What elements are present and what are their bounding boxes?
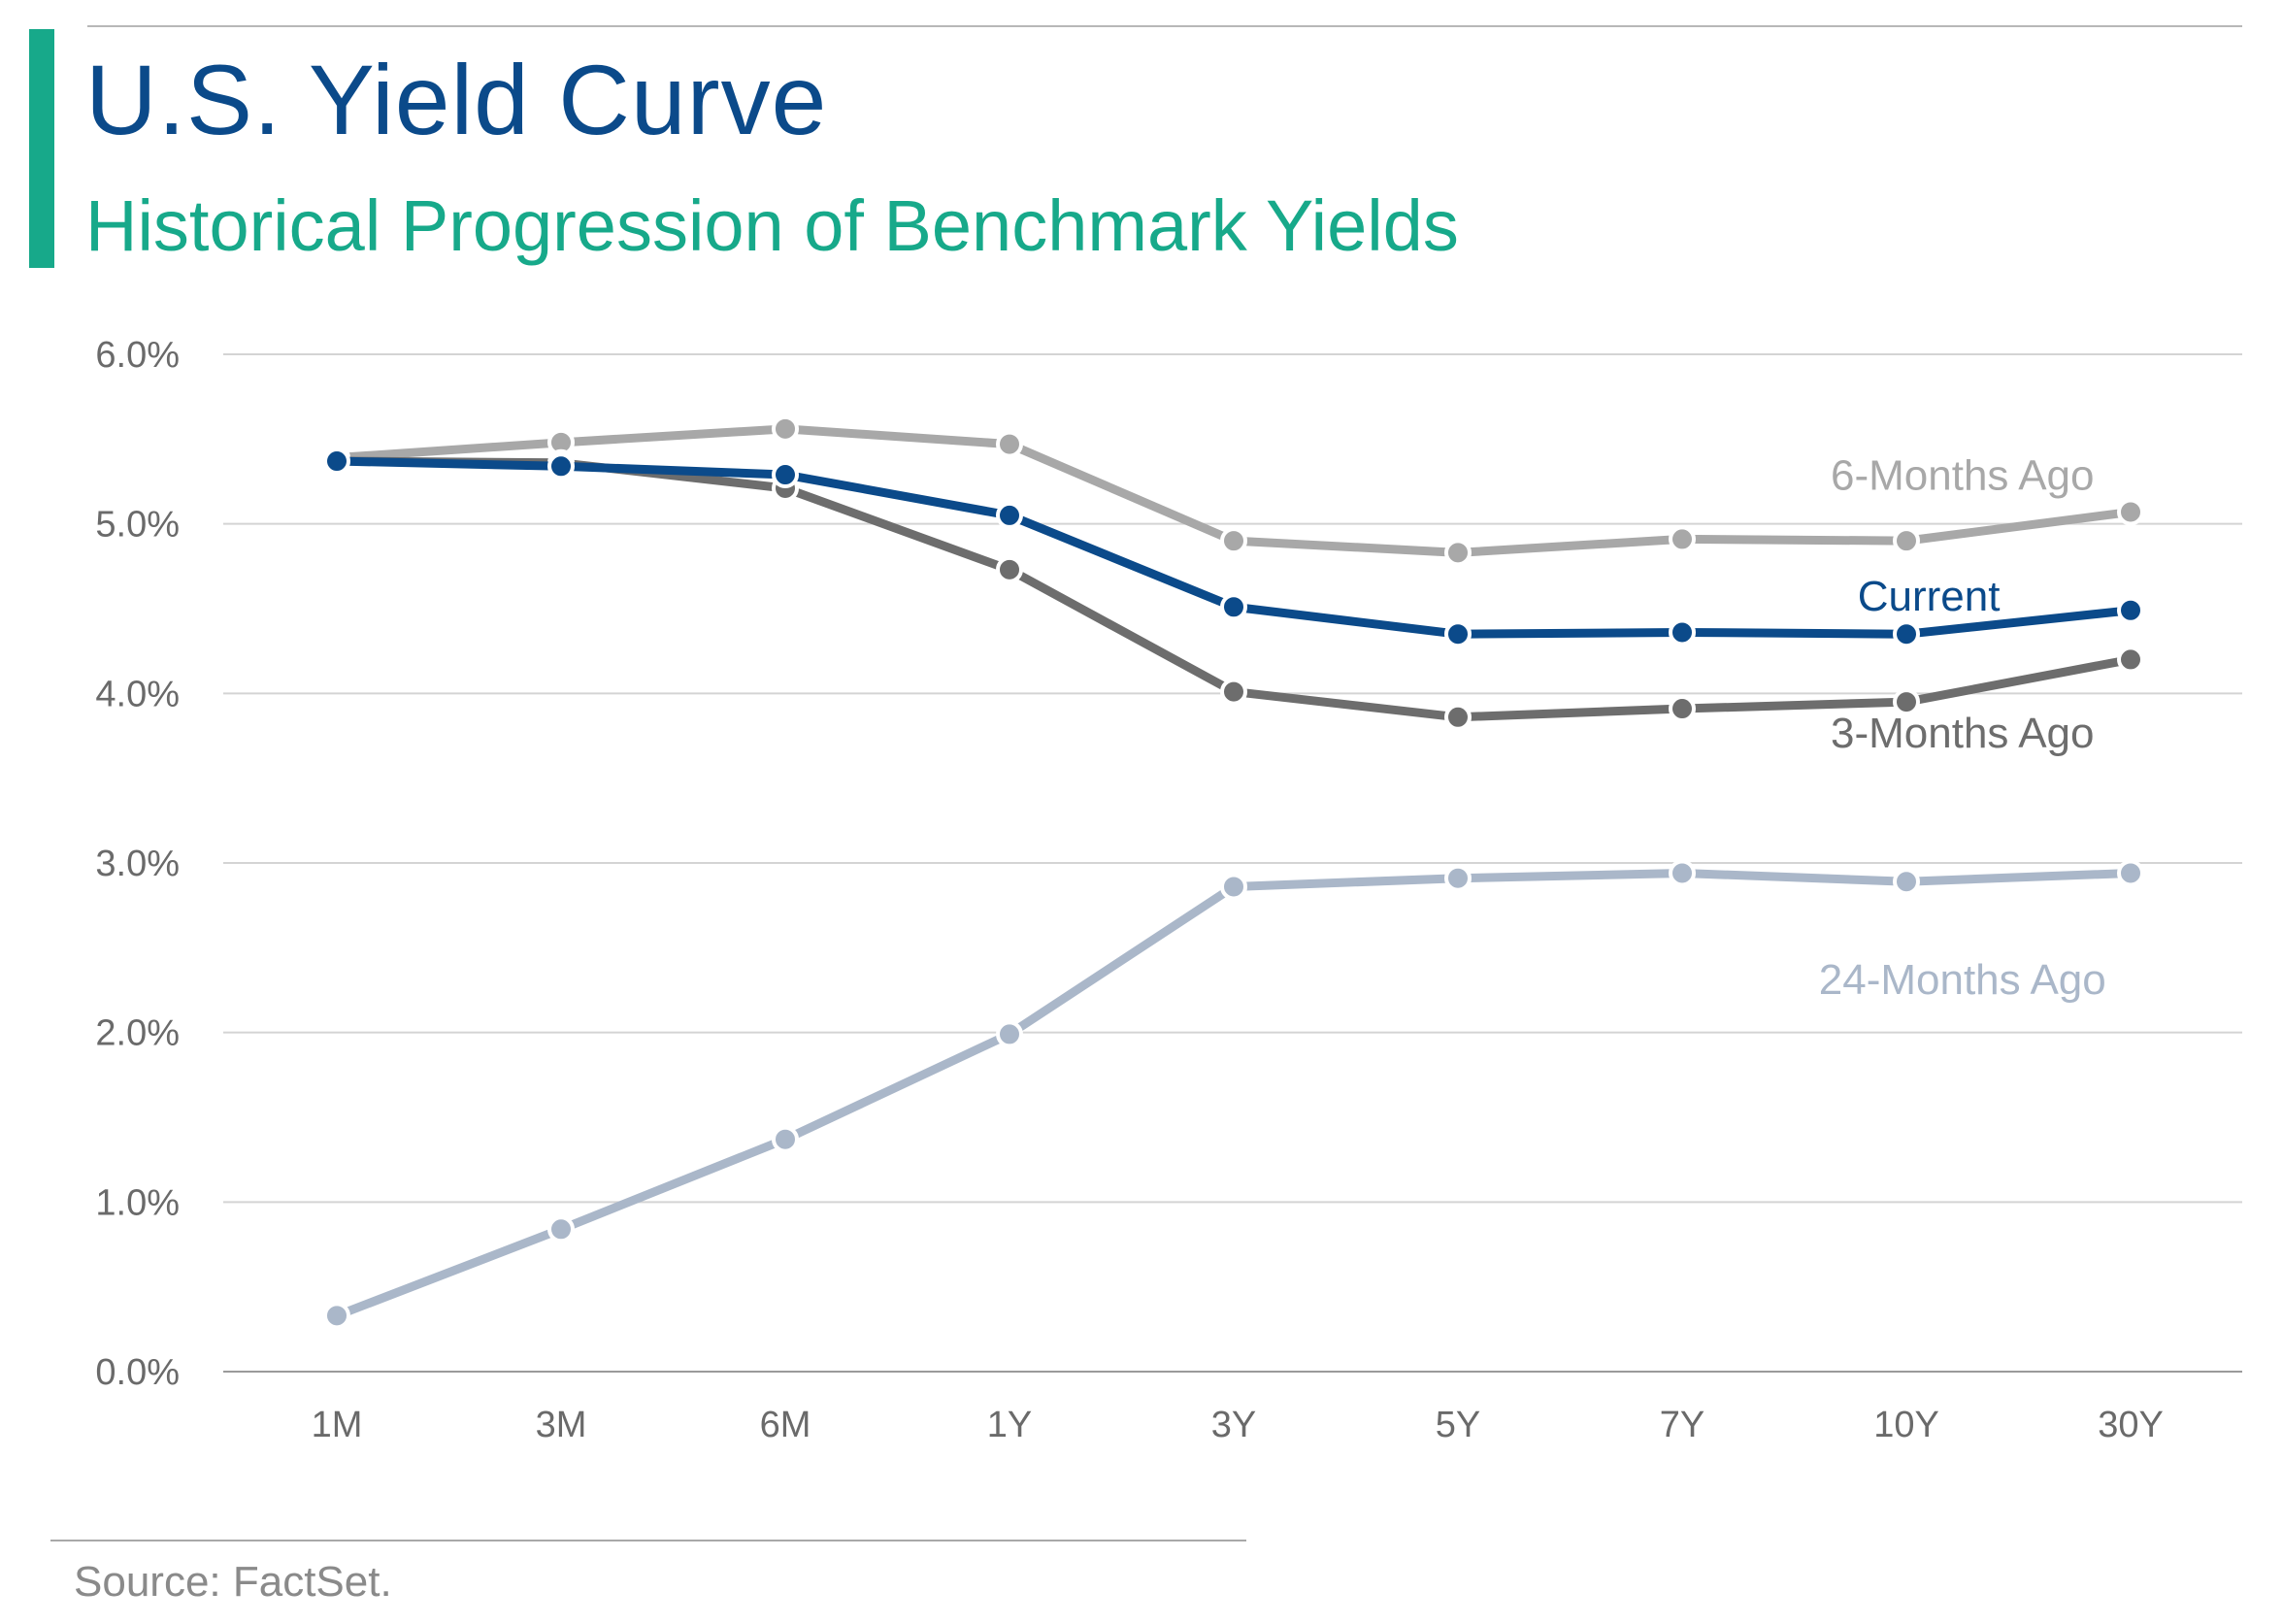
series-label: Current — [1858, 573, 2001, 620]
data-point — [772, 414, 799, 443]
data-point — [772, 461, 799, 489]
data-point — [547, 452, 575, 481]
data-point — [547, 1215, 575, 1243]
x-tick-label: 6M — [760, 1405, 811, 1445]
x-tick-label: 10Y — [1873, 1405, 1939, 1445]
x-tick-label: 3Y — [1211, 1405, 1256, 1445]
x-tick-label: 7Y — [1660, 1405, 1704, 1445]
data-point — [2117, 646, 2144, 674]
series-group — [323, 859, 2144, 1330]
x-tick-label: 5Y — [1436, 1405, 1480, 1445]
data-point — [996, 501, 1023, 529]
y-tick-label: 5.0% — [95, 505, 180, 546]
data-point — [323, 447, 350, 476]
data-point — [2117, 498, 2144, 526]
x-tick-label: 1M — [312, 1405, 363, 1445]
chart-title: U.S. Yield Curve — [85, 45, 828, 155]
series-group — [323, 447, 2144, 648]
data-point — [1444, 620, 1472, 648]
x-tick-label: 3M — [536, 1405, 587, 1445]
source-rule — [50, 1540, 1246, 1541]
data-point — [1893, 688, 1920, 716]
y-axis-tick-labels: 0.0% 1.0% 2.0% 3.0% 4.0% 5.0% 6.0% — [95, 335, 180, 1393]
top-rule — [87, 25, 2242, 27]
x-axis-tick-labels: 1M 3M 6M 1Y 3Y 5Y 7Y 10Y 30Y — [312, 1405, 2164, 1445]
data-point — [1220, 678, 1247, 706]
data-point — [323, 1302, 350, 1330]
x-tick-label: 30Y — [2098, 1405, 2164, 1445]
data-point — [2117, 596, 2144, 624]
title-accent-bar — [29, 29, 54, 268]
y-tick-label: 1.0% — [95, 1182, 180, 1223]
series-labels: 24-Months Ago 6-Months Ago 3-Months Ago Cur… — [1819, 452, 2106, 1004]
y-tick-label: 2.0% — [95, 1013, 180, 1054]
data-point — [1220, 527, 1247, 555]
data-point — [1893, 620, 1920, 648]
series-label: 24-Months Ago — [1819, 956, 2106, 1004]
series-label: 6-Months Ago — [1831, 452, 2095, 500]
y-tick-label: 6.0% — [95, 335, 180, 376]
data-point — [996, 430, 1023, 458]
y-tick-label: 0.0% — [95, 1352, 180, 1393]
series-label: 3-Months Ago — [1831, 710, 2095, 757]
x-tick-label: 1Y — [987, 1405, 1032, 1445]
series-lines — [323, 414, 2144, 1330]
data-point — [2117, 859, 2144, 887]
source-note: Source: FactSet. — [74, 1558, 392, 1606]
y-tick-label: 3.0% — [95, 844, 180, 884]
data-point — [1220, 593, 1247, 621]
data-point — [996, 1020, 1023, 1048]
y-tick-label: 4.0% — [95, 674, 180, 714]
data-point — [1444, 864, 1472, 892]
series-line — [332, 868, 2135, 1320]
data-point — [1444, 703, 1472, 731]
data-point — [772, 1125, 799, 1153]
data-point — [1444, 539, 1472, 567]
data-point — [1669, 525, 1696, 553]
data-point — [1893, 527, 1920, 555]
grid-lines — [223, 353, 2242, 1373]
data-point — [1669, 695, 1696, 723]
data-point — [1893, 868, 1920, 896]
data-point — [1220, 873, 1247, 901]
chart-subtitle: Historical Progression of Benchmark Yiel… — [85, 185, 1459, 266]
data-point — [1669, 618, 1696, 646]
data-point — [996, 555, 1023, 583]
data-point — [1669, 859, 1696, 887]
